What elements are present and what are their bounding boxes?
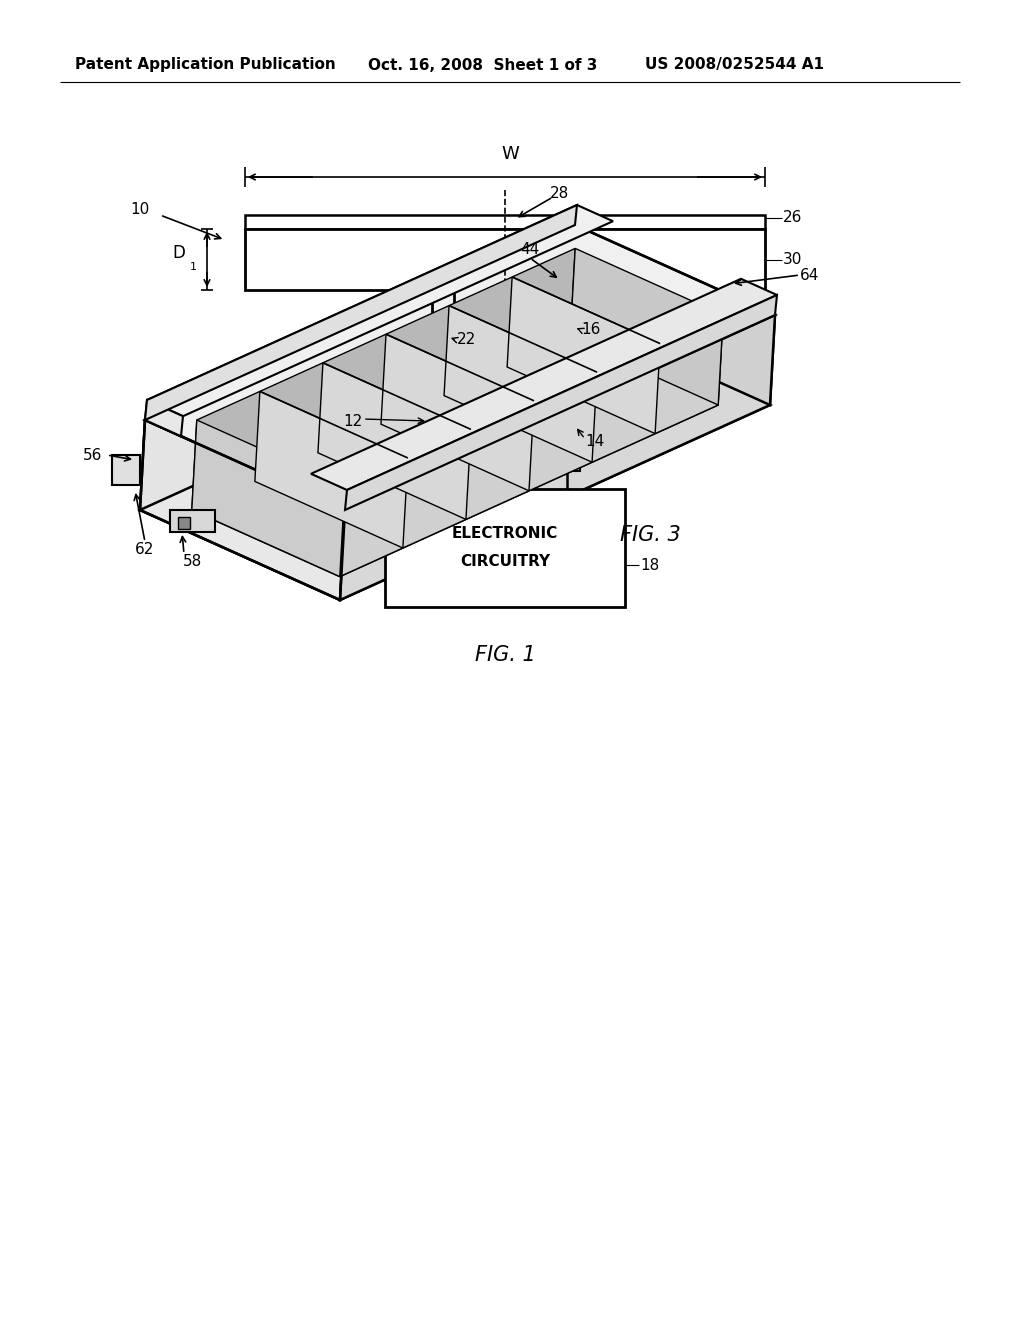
Polygon shape <box>145 400 183 436</box>
Polygon shape <box>311 279 777 490</box>
Polygon shape <box>145 205 577 420</box>
Polygon shape <box>140 315 770 601</box>
Text: 18: 18 <box>640 557 659 573</box>
Text: 14: 14 <box>585 433 604 449</box>
Polygon shape <box>170 510 215 532</box>
Polygon shape <box>145 224 775 510</box>
Polygon shape <box>191 338 718 577</box>
Polygon shape <box>430 432 456 471</box>
Polygon shape <box>191 420 345 577</box>
Text: Oct. 16, 2008  Sheet 1 of 3: Oct. 16, 2008 Sheet 1 of 3 <box>368 58 597 73</box>
Polygon shape <box>191 248 575 510</box>
Polygon shape <box>570 224 775 405</box>
Text: 10: 10 <box>130 202 150 218</box>
Polygon shape <box>245 228 765 290</box>
Text: 56: 56 <box>83 447 102 462</box>
Polygon shape <box>140 224 575 510</box>
Text: 26: 26 <box>783 210 803 226</box>
Text: Patent Application Publication: Patent Application Publication <box>75 58 336 73</box>
Polygon shape <box>317 363 471 519</box>
Text: ELECTRONIC: ELECTRONIC <box>452 527 558 541</box>
Text: 62: 62 <box>135 543 155 557</box>
Text: W: W <box>501 145 519 162</box>
Polygon shape <box>381 334 534 491</box>
Text: 28: 28 <box>550 186 569 201</box>
Text: 30: 30 <box>783 252 803 267</box>
Text: 16: 16 <box>581 322 600 338</box>
Text: US 2008/0252544 A1: US 2008/0252544 A1 <box>645 58 824 73</box>
Polygon shape <box>345 294 777 510</box>
Polygon shape <box>385 488 625 607</box>
Text: 22: 22 <box>457 333 476 347</box>
Polygon shape <box>245 215 765 228</box>
Polygon shape <box>444 306 597 462</box>
Text: 64: 64 <box>800 268 819 282</box>
Text: D: D <box>173 244 185 263</box>
Text: CIRCUITRY: CIRCUITRY <box>460 554 550 569</box>
Polygon shape <box>430 374 456 401</box>
Polygon shape <box>340 315 723 577</box>
Polygon shape <box>570 248 723 405</box>
Polygon shape <box>554 432 580 471</box>
Text: 44: 44 <box>520 243 540 257</box>
Polygon shape <box>147 205 613 416</box>
Polygon shape <box>140 420 345 601</box>
Polygon shape <box>112 455 140 484</box>
Polygon shape <box>255 392 408 548</box>
Text: 1: 1 <box>190 263 197 272</box>
Polygon shape <box>554 374 580 401</box>
Polygon shape <box>340 315 775 601</box>
Text: 12: 12 <box>343 413 362 429</box>
Text: 58: 58 <box>182 554 202 569</box>
Text: FIG. 1: FIG. 1 <box>475 645 536 665</box>
Text: FIG. 3: FIG. 3 <box>620 525 680 545</box>
Polygon shape <box>178 517 190 529</box>
Polygon shape <box>507 277 660 433</box>
